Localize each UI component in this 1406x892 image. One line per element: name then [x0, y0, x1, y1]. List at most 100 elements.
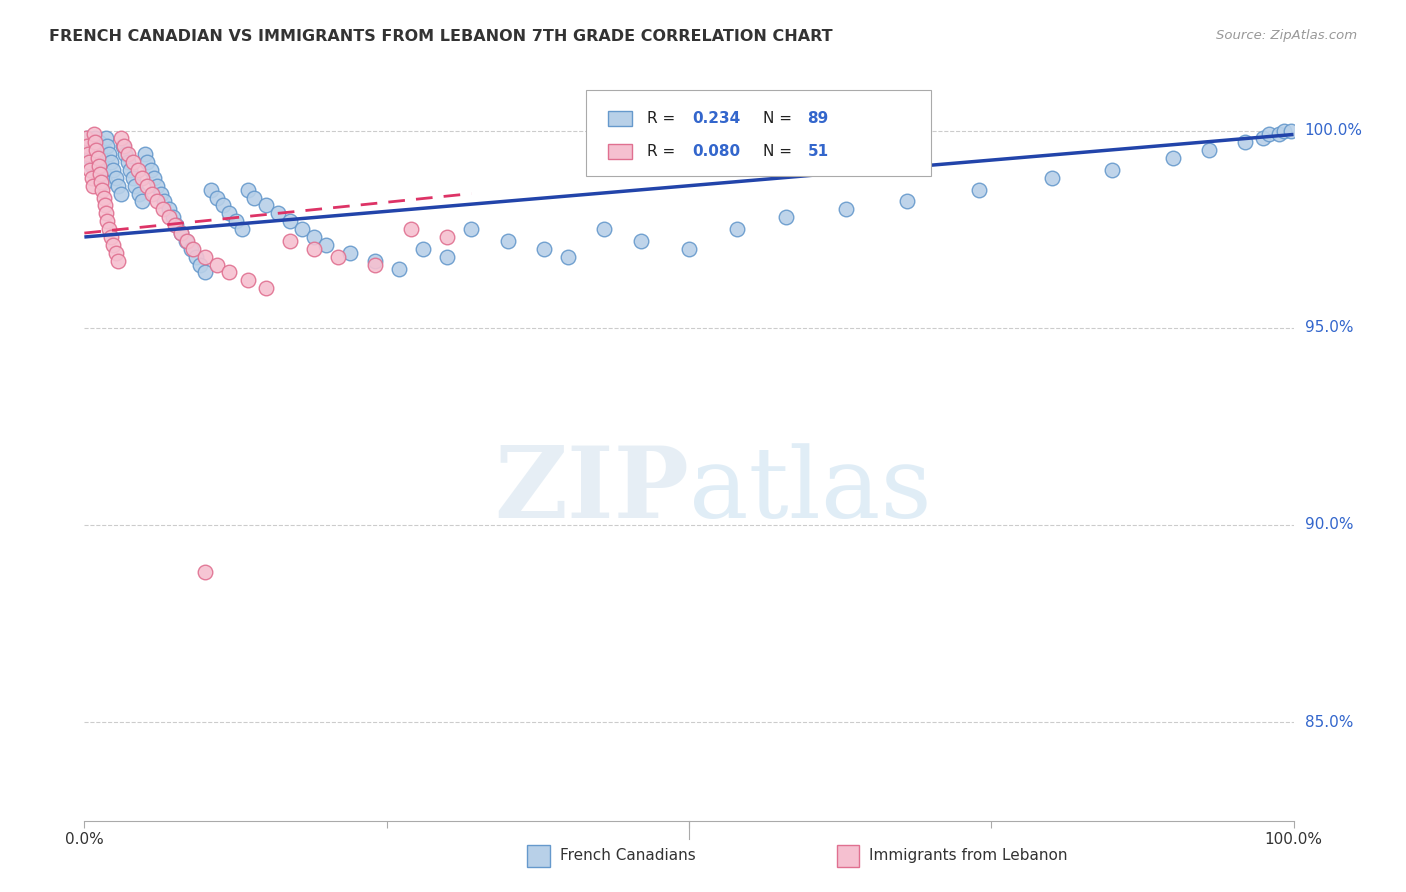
- Point: [157, 211, 180, 225]
- Point: [131, 170, 153, 185]
- Point: [267, 206, 290, 220]
- Point: [278, 214, 301, 228]
- Point: [254, 198, 277, 212]
- Text: 100.0%: 100.0%: [1305, 123, 1362, 138]
- Point: [967, 183, 990, 197]
- Point: [82, 178, 104, 193]
- Point: [90, 151, 112, 165]
- Point: [87, 159, 110, 173]
- Point: [121, 155, 143, 169]
- Text: FRENCH CANADIAN VS IMMIGRANTS FROM LEBANON 7TH GRADE CORRELATION CHART: FRENCH CANADIAN VS IMMIGRANTS FROM LEBAN…: [49, 29, 832, 44]
- Point: [131, 194, 153, 209]
- Point: [93, 190, 115, 204]
- Point: [1253, 131, 1275, 145]
- FancyBboxPatch shape: [586, 90, 931, 177]
- Point: [94, 198, 117, 212]
- Point: [207, 258, 229, 272]
- Point: [412, 242, 434, 256]
- Point: [76, 131, 98, 145]
- Point: [212, 198, 235, 212]
- Point: [128, 186, 150, 201]
- Point: [1101, 163, 1123, 178]
- Point: [77, 155, 100, 169]
- Text: 85.0%: 85.0%: [1305, 714, 1353, 730]
- Point: [86, 143, 108, 157]
- Point: [79, 151, 101, 165]
- Point: [75, 131, 97, 145]
- Point: [83, 147, 105, 161]
- Point: [165, 218, 187, 232]
- Text: 0.080: 0.080: [693, 144, 741, 159]
- Point: [83, 128, 105, 142]
- Point: [218, 265, 240, 279]
- Point: [436, 230, 458, 244]
- Point: [100, 155, 122, 169]
- Text: N =: N =: [762, 144, 797, 159]
- Point: [121, 170, 143, 185]
- Point: [496, 234, 519, 248]
- Point: [134, 147, 156, 161]
- Point: [165, 218, 187, 232]
- Point: [77, 147, 100, 161]
- Point: [339, 245, 361, 260]
- Point: [184, 250, 207, 264]
- Point: [557, 250, 579, 264]
- Point: [100, 230, 122, 244]
- Point: [103, 163, 125, 178]
- Point: [190, 258, 212, 272]
- Text: 51: 51: [807, 144, 828, 159]
- FancyBboxPatch shape: [607, 112, 633, 126]
- Point: [112, 139, 135, 153]
- Text: R =: R =: [647, 144, 679, 159]
- Point: [136, 178, 159, 193]
- Point: [87, 136, 110, 150]
- Point: [79, 163, 101, 178]
- Point: [194, 565, 217, 579]
- Point: [112, 139, 135, 153]
- Point: [302, 230, 325, 244]
- Point: [231, 222, 253, 236]
- Point: [80, 159, 103, 173]
- Text: N =: N =: [762, 112, 797, 126]
- Point: [835, 202, 858, 217]
- Point: [89, 143, 111, 157]
- Point: [77, 143, 100, 157]
- Point: [143, 170, 166, 185]
- Point: [103, 238, 125, 252]
- Point: [254, 281, 277, 295]
- Text: 89: 89: [807, 112, 828, 126]
- Point: [120, 163, 142, 178]
- Point: [110, 131, 132, 145]
- Point: [1198, 143, 1220, 157]
- Point: [725, 222, 748, 236]
- Point: [896, 194, 918, 209]
- Point: [194, 265, 217, 279]
- Point: [363, 258, 385, 272]
- Point: [93, 167, 115, 181]
- Point: [242, 190, 264, 204]
- Point: [678, 242, 700, 256]
- Point: [90, 175, 112, 189]
- Text: 95.0%: 95.0%: [1305, 320, 1353, 335]
- Point: [139, 163, 162, 178]
- Text: 90.0%: 90.0%: [1305, 517, 1353, 533]
- Point: [533, 242, 555, 256]
- Point: [86, 155, 108, 169]
- FancyBboxPatch shape: [607, 144, 633, 159]
- Point: [117, 147, 139, 161]
- Point: [141, 186, 163, 201]
- Point: [1040, 170, 1063, 185]
- Point: [236, 183, 259, 197]
- Point: [630, 234, 652, 248]
- Point: [146, 178, 169, 193]
- Point: [107, 178, 129, 193]
- Text: atlas: atlas: [689, 443, 932, 539]
- Point: [207, 190, 229, 204]
- Point: [1279, 123, 1302, 137]
- Text: Immigrants from Lebanon: Immigrants from Lebanon: [869, 848, 1067, 863]
- Point: [124, 178, 146, 193]
- Text: ZIP: ZIP: [494, 442, 689, 540]
- Point: [1258, 128, 1281, 142]
- Point: [76, 139, 98, 153]
- Point: [94, 131, 117, 145]
